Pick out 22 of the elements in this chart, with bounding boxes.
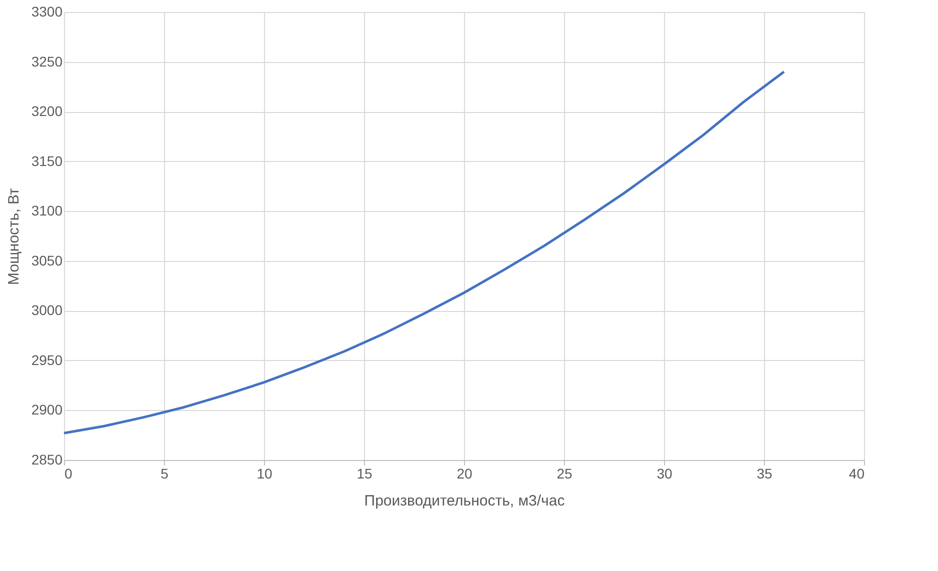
x-axis-title: Производительность, м3/час [364,492,566,510]
x-tick-label: 20 [456,466,472,482]
line-series [62,70,786,434]
x-tick-label: 10 [256,466,272,482]
x-tick-label: 15 [356,466,372,482]
y-tick-label: 3150 [31,152,63,169]
y-tick-label: 3050 [31,252,63,268]
x-tick-label: 40 [848,466,865,482]
y-tick-label: 2850 [31,452,63,468]
y-tick-label: 2900 [31,402,63,418]
x-tick-label: 0 [64,466,72,482]
x-tick-label: 5 [160,466,169,482]
y-tick-label: 3300 [31,4,63,20]
y-tick-label: 3250 [31,53,63,70]
y-tick-label: 3200 [31,103,63,120]
y-tick-label: 3100 [31,202,63,219]
x-tick-label: 25 [556,466,572,482]
x-tick-label: 30 [656,466,672,482]
y-axis-title: Мощность, Вт [5,188,22,285]
y-tick-label: 3000 [31,302,63,318]
y-tick-label: 2950 [31,352,63,368]
x-tick-label: 35 [756,466,772,482]
